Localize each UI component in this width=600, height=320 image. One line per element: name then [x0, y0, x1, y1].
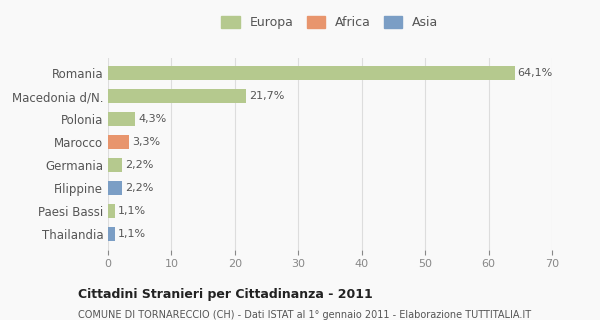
Text: 21,7%: 21,7% — [249, 91, 284, 101]
Text: 1,1%: 1,1% — [118, 229, 146, 239]
Bar — [108, 181, 122, 195]
Bar — [108, 204, 115, 218]
Bar — [108, 227, 115, 241]
Bar — [108, 158, 122, 172]
Text: 64,1%: 64,1% — [518, 68, 553, 78]
Bar — [108, 112, 135, 126]
Bar — [108, 89, 245, 103]
Text: COMUNE DI TORNARECCIO (CH) - Dati ISTAT al 1° gennaio 2011 - Elaborazione TUTTIT: COMUNE DI TORNARECCIO (CH) - Dati ISTAT … — [78, 310, 531, 320]
Bar — [108, 66, 515, 80]
Text: 4,3%: 4,3% — [139, 114, 167, 124]
Text: Cittadini Stranieri per Cittadinanza - 2011: Cittadini Stranieri per Cittadinanza - 2… — [78, 288, 373, 301]
Text: 3,3%: 3,3% — [132, 137, 160, 147]
Text: 1,1%: 1,1% — [118, 206, 146, 216]
Legend: Europa, Africa, Asia: Europa, Africa, Asia — [215, 10, 445, 36]
Text: 2,2%: 2,2% — [125, 183, 154, 193]
Bar — [108, 135, 129, 149]
Text: 2,2%: 2,2% — [125, 160, 154, 170]
